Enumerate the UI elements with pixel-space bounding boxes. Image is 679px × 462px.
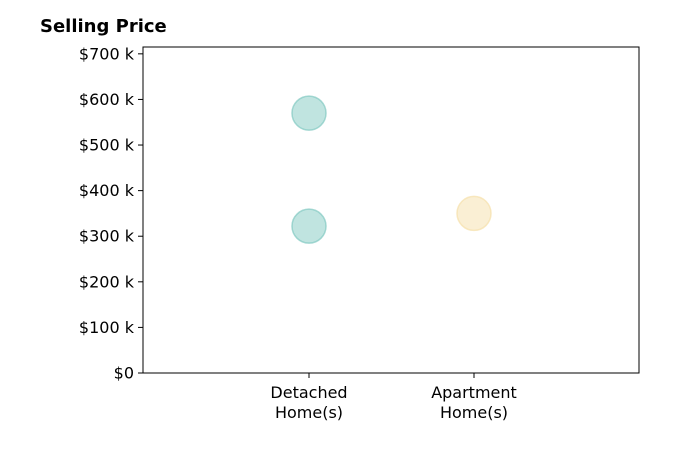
- plot-area-frame: [142, 46, 640, 374]
- y-axis: $0 $100 k $200 k $300 k $400 k $500 k $600 k $7…: [79, 44, 143, 383]
- y-tick-label: $400 k: [79, 181, 135, 200]
- scatter-point-2: [456, 195, 492, 232]
- scatter-point-1: [291, 208, 327, 244]
- y-tick-label: $300 k: [79, 227, 135, 246]
- chart-title: Selling Price: [40, 16, 167, 37]
- scatter-point-0: [291, 95, 327, 131]
- x-tick-label: Apartment Home(s): [431, 383, 517, 422]
- y-tick-label: $600 k: [79, 90, 135, 109]
- y-tick-label: $500 k: [79, 136, 135, 155]
- y-tick-label: $100 k: [79, 318, 135, 337]
- y-tick-label: $0: [114, 364, 134, 383]
- x-tick-label: Detached Home(s): [270, 383, 347, 422]
- scatter-markers: [291, 95, 492, 244]
- y-tick-label: $700 k: [79, 44, 135, 63]
- y-tick-label: $200 k: [79, 272, 135, 291]
- x-axis: Detached Home(s) Apartment Home(s): [270, 373, 517, 422]
